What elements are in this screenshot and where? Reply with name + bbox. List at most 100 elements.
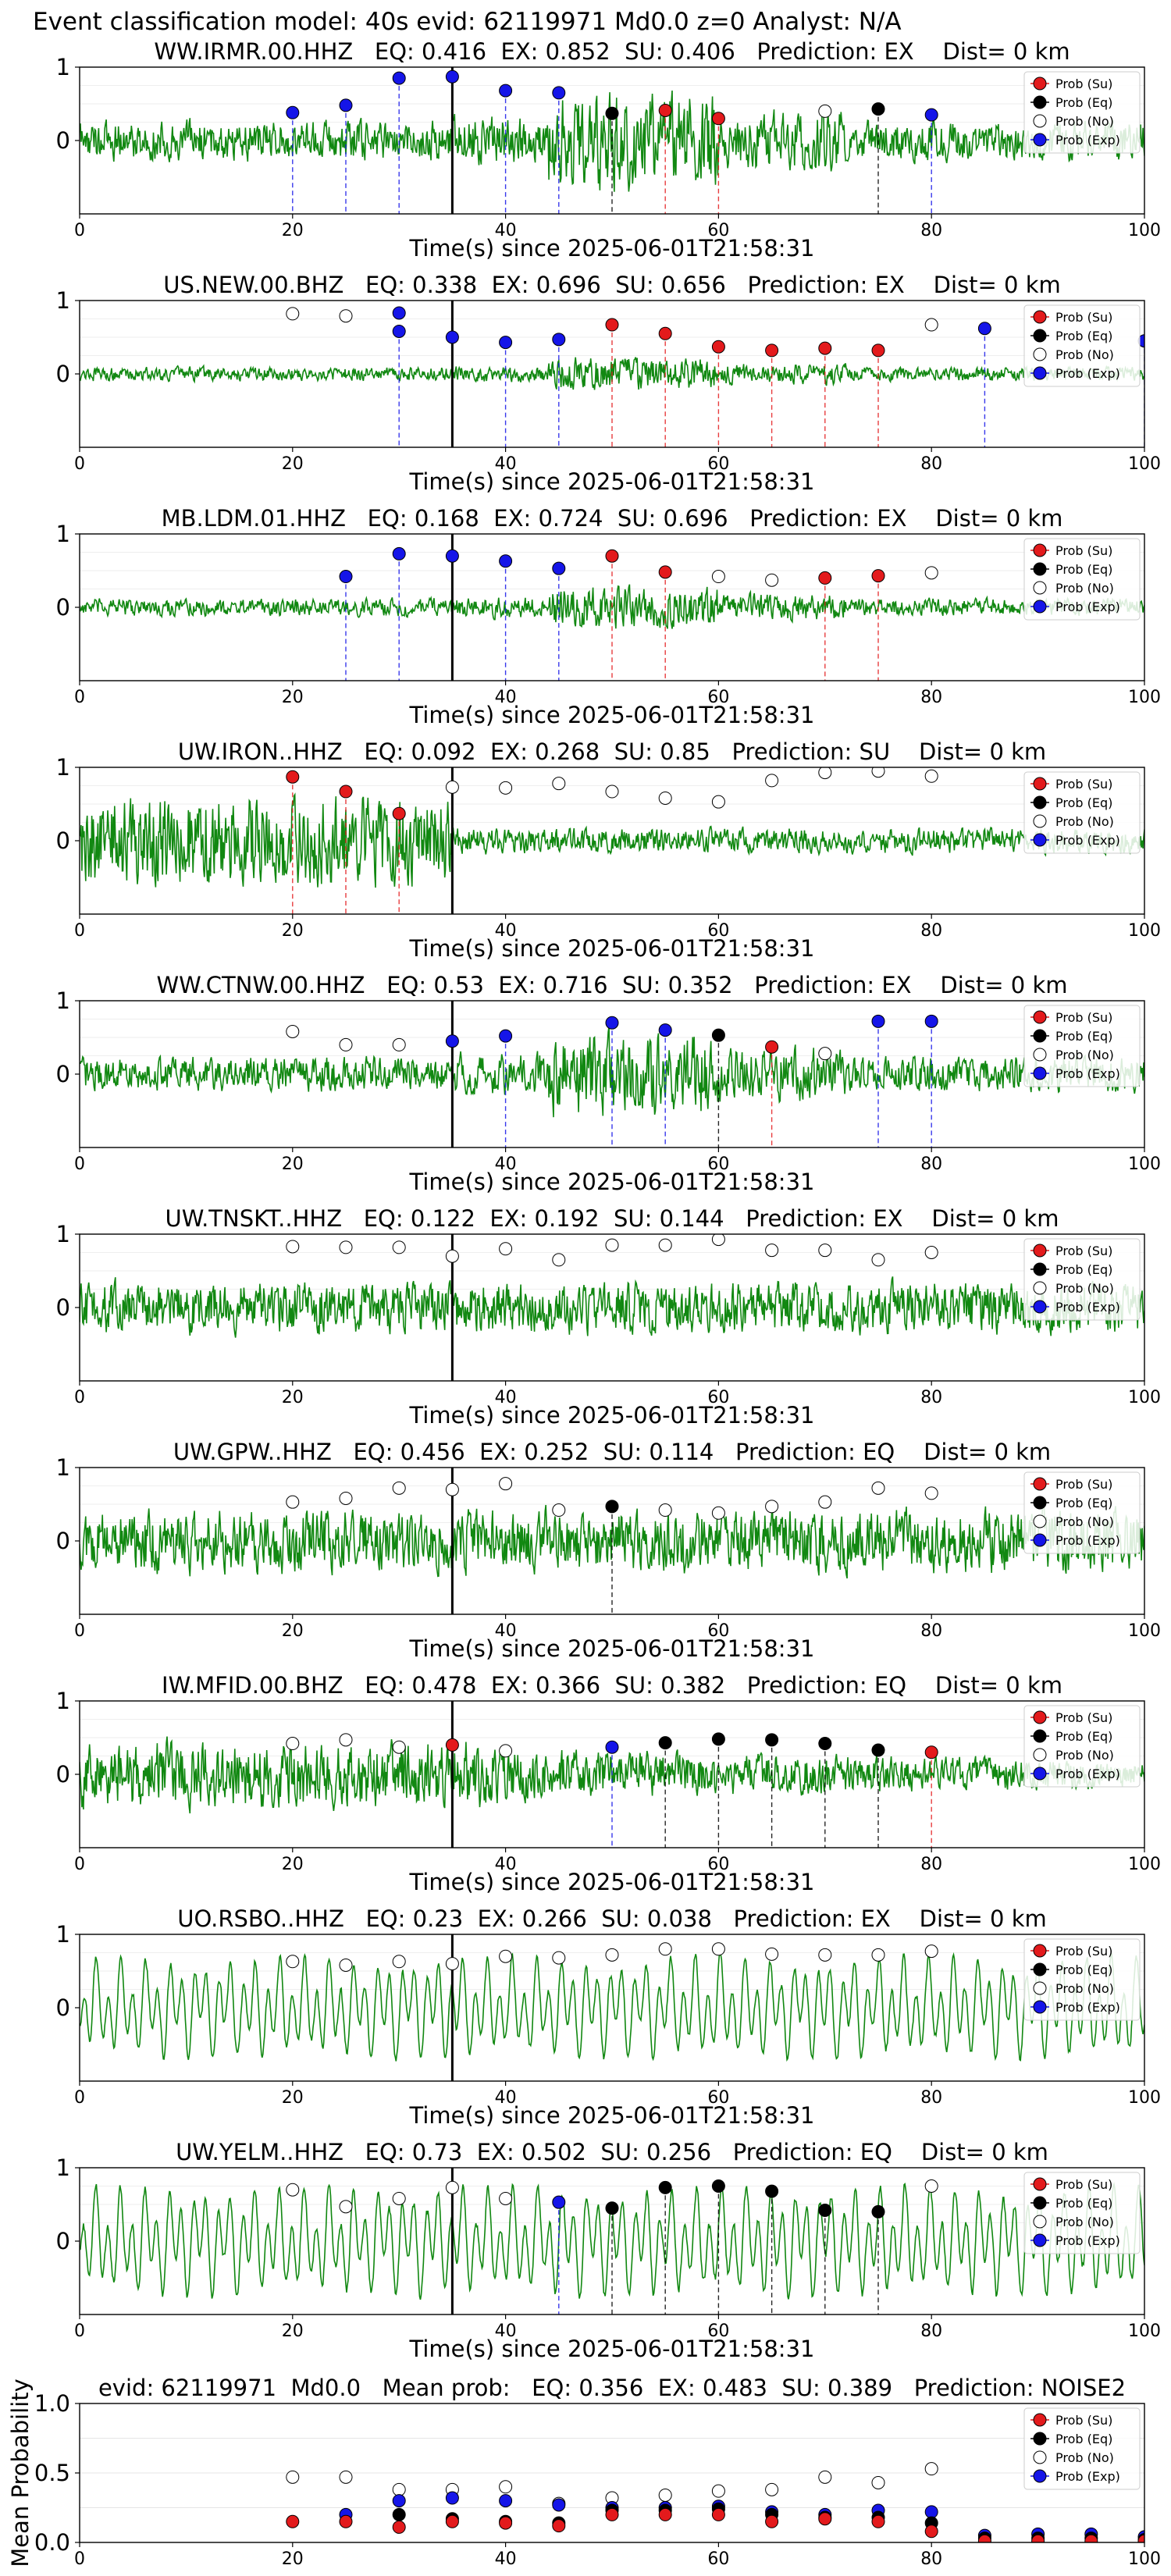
x-tick-label: 0 bbox=[74, 688, 85, 707]
prob-point bbox=[552, 1503, 566, 1517]
prob-point bbox=[339, 2200, 353, 2214]
prob-point bbox=[711, 570, 725, 584]
x-tick-label: 20 bbox=[282, 1155, 304, 1174]
x-tick-label: 100 bbox=[1128, 1155, 1161, 1174]
x-tick-label: 20 bbox=[282, 1388, 304, 1407]
legend-label: Prob (Eq) bbox=[1055, 329, 1112, 343]
prob-point bbox=[871, 1481, 885, 1495]
panel-title: UW.YELM..HHZ EQ: 0.73 EX: 0.502 SU: 0.25… bbox=[176, 2139, 1048, 2165]
prob-point bbox=[392, 306, 406, 320]
prob-point bbox=[818, 571, 832, 585]
prob-point bbox=[924, 1014, 938, 1028]
prob-point bbox=[286, 770, 300, 784]
prob-point bbox=[499, 336, 513, 350]
y-tick-label: 0 bbox=[56, 127, 70, 154]
prob-point bbox=[658, 326, 672, 340]
x-tick-label: 0 bbox=[74, 454, 85, 474]
prob-point bbox=[339, 2470, 353, 2484]
plot-area bbox=[80, 2438, 1144, 2542]
prob-point bbox=[392, 2191, 406, 2205]
prob-point bbox=[924, 108, 938, 122]
legend-marker bbox=[1033, 1748, 1047, 1762]
prob-point bbox=[765, 1947, 779, 1961]
y-tick-label: 0 bbox=[56, 1761, 70, 1788]
prob-point bbox=[552, 561, 566, 575]
prob-point bbox=[339, 1240, 353, 1254]
x-tick-label: 20 bbox=[282, 1855, 304, 1874]
prob-point bbox=[924, 2524, 938, 2539]
legend-marker bbox=[1033, 1029, 1047, 1043]
prob-point bbox=[818, 2512, 832, 2526]
legend-label: Prob (Exp) bbox=[1055, 366, 1120, 381]
legend: Prob (Su) Prob (Eq) Prob (No) Prob (Exp) bbox=[1023, 2407, 1141, 2490]
prob-point bbox=[658, 103, 672, 117]
prob-point bbox=[286, 1955, 300, 1969]
x-tick-label: 80 bbox=[920, 2549, 942, 2569]
legend-box bbox=[1023, 2407, 1141, 2490]
prob-point bbox=[924, 2179, 938, 2193]
legend-marker bbox=[1033, 366, 1047, 380]
panel-title: WW.CTNW.00.HHZ EQ: 0.53 EX: 0.716 SU: 0.… bbox=[156, 972, 1067, 998]
prob-point bbox=[392, 1037, 406, 1051]
prob-point bbox=[286, 1024, 300, 1038]
x-tick-label: 60 bbox=[707, 2549, 729, 2569]
legend-label: Prob (Eq) bbox=[1055, 562, 1112, 577]
x-tick-label: 20 bbox=[282, 2322, 304, 2341]
legend-box bbox=[1023, 1938, 1141, 2021]
legend-label: Prob (Exp) bbox=[1055, 1300, 1120, 1315]
prob-point bbox=[765, 343, 779, 358]
legend-marker bbox=[1033, 2413, 1047, 2427]
plot-area bbox=[80, 2168, 1144, 2314]
prob-point bbox=[711, 1234, 725, 1247]
prob-point bbox=[924, 1246, 938, 1259]
prob-point bbox=[818, 1737, 832, 1751]
legend-marker bbox=[1033, 2450, 1047, 2464]
x-tick-label: 80 bbox=[920, 1855, 942, 1874]
x-tick-label: 100 bbox=[1128, 2549, 1161, 2569]
prob-point bbox=[445, 2514, 459, 2528]
legend-marker bbox=[1033, 833, 1047, 847]
prob-point bbox=[924, 1745, 938, 1759]
legend-label: Prob (Eq) bbox=[1055, 95, 1112, 110]
x-tick-label: 60 bbox=[707, 921, 729, 941]
plot-area bbox=[80, 1234, 1144, 1381]
x-tick-label: 80 bbox=[920, 454, 942, 474]
prob-point bbox=[392, 2520, 406, 2534]
prob-point bbox=[765, 1733, 779, 1747]
legend-marker bbox=[1033, 1710, 1047, 1724]
legend-marker bbox=[1033, 1262, 1047, 1276]
x-axis-label: Time(s) since 2025-06-01T21:58:31 bbox=[409, 468, 815, 495]
y-tick-label: 1 bbox=[56, 54, 70, 80]
x-tick-label: 40 bbox=[495, 1388, 517, 1407]
legend-label: Prob (No) bbox=[1055, 114, 1114, 129]
panel-title: MB.LDM.01.HHZ EQ: 0.168 EX: 0.724 SU: 0.… bbox=[162, 505, 1063, 532]
prob-point bbox=[339, 1037, 353, 1051]
panel-title: UW.IRON..HHZ EQ: 0.092 EX: 0.268 SU: 0.8… bbox=[178, 738, 1046, 765]
legend-label: Prob (Eq) bbox=[1055, 2432, 1112, 2446]
y-tick-label: 0 bbox=[56, 1061, 70, 1087]
prob-point bbox=[339, 98, 353, 112]
prob-point bbox=[552, 333, 566, 347]
legend-label: Prob (Exp) bbox=[1055, 2469, 1120, 2484]
legend-label: Prob (Exp) bbox=[1055, 1066, 1120, 1081]
legend-label: Prob (Eq) bbox=[1055, 1496, 1112, 1510]
prob-point bbox=[711, 2484, 725, 2498]
prob-point bbox=[286, 307, 300, 321]
prob-point bbox=[658, 2180, 672, 2194]
prob-point bbox=[871, 2514, 885, 2528]
legend: Prob (Su) Prob (Eq) Prob (No) Prob (Exp) bbox=[1023, 1471, 1141, 1554]
legend-label: Prob (Exp) bbox=[1055, 133, 1120, 148]
legend-marker bbox=[1033, 347, 1047, 361]
prob-point bbox=[605, 549, 619, 563]
prob-point bbox=[445, 1957, 459, 1971]
x-tick-label: 20 bbox=[282, 921, 304, 941]
legend-marker bbox=[1033, 2469, 1047, 2483]
prob-point bbox=[658, 2507, 672, 2521]
prob-point bbox=[499, 2191, 513, 2205]
legend-label: Prob (Eq) bbox=[1055, 1029, 1112, 1044]
x-tick-label: 20 bbox=[282, 1621, 304, 1641]
prob-point bbox=[658, 791, 672, 805]
legend-marker bbox=[1033, 2000, 1047, 2014]
x-tick-label: 60 bbox=[707, 221, 729, 240]
